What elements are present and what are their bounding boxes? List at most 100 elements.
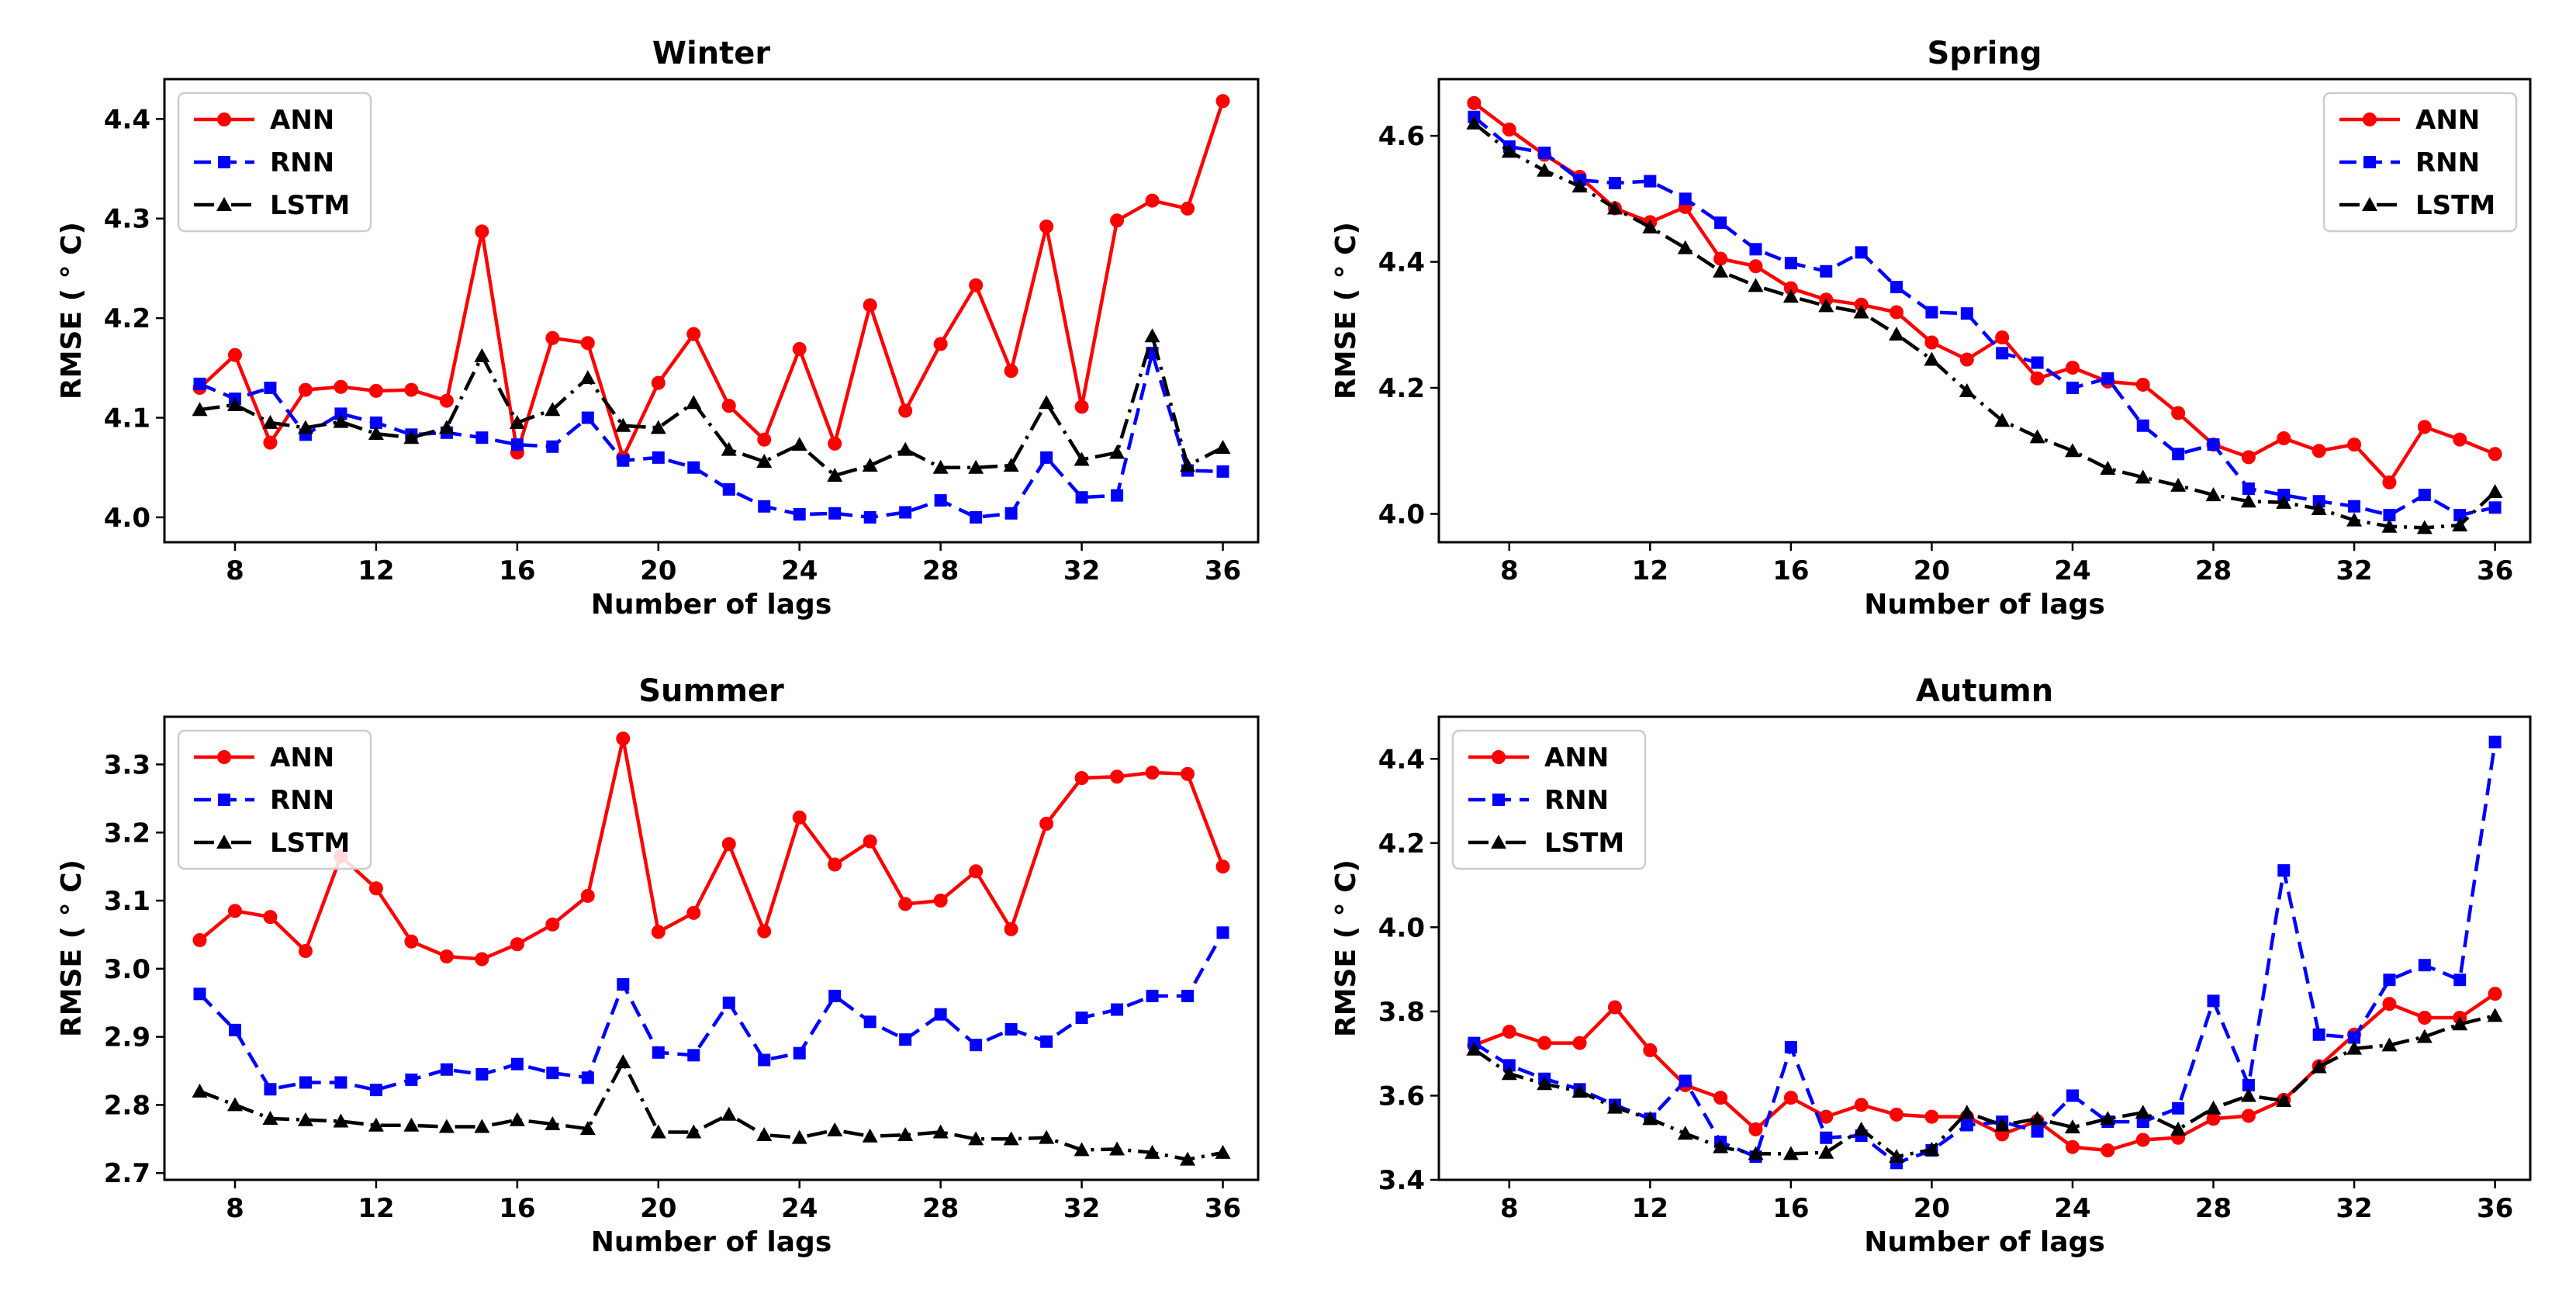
legend-marker-rnn [218, 156, 230, 168]
data-point-lstm [2100, 1111, 2116, 1126]
data-point-rnn [475, 1067, 489, 1081]
y-tick-label: 4.0 [104, 503, 150, 534]
data-point-rnn [405, 1073, 418, 1086]
data-point-ann [2382, 475, 2397, 489]
legend-marker-lstm [216, 835, 232, 849]
data-point-lstm [1537, 162, 1553, 177]
series-rnn [193, 926, 1229, 1097]
subplot-winter: Winter 8 12 16 20 24 28 32 36 4.0 4.1 4.2 4.3 4.4 Numb… [56, 36, 1260, 621]
data-point-lstm [2487, 484, 2503, 499]
data-point-rnn [2242, 482, 2255, 495]
legend: ANN RNN LSTM [2322, 92, 2518, 233]
subplot-spring: Spring 8 12 16 20 24 28 32 36 4.0 4.2 4.4 4.6 Number … [1330, 36, 2532, 621]
data-point-rnn [2207, 438, 2220, 451]
data-point-rnn [2488, 735, 2502, 749]
data-point-lstm [2452, 517, 2468, 532]
y-tick-label: 4.2 [1378, 828, 1425, 859]
data-point-lstm [686, 395, 702, 410]
data-point-lstm [791, 437, 807, 451]
data-point-ann [263, 435, 278, 450]
data-point-ann [792, 341, 807, 356]
data-point-lstm [2064, 1119, 2080, 1134]
series-line-rnn [199, 351, 1223, 520]
y-tick-label: 4.1 [104, 403, 150, 434]
data-point-ann [545, 330, 560, 345]
y-axis-label: RMSE ( ° C) [1330, 859, 1362, 1037]
data-point-ann [651, 375, 666, 390]
data-point-rnn [2383, 974, 2396, 987]
data-point-ann [298, 944, 313, 959]
data-point-lstm [1642, 219, 1658, 233]
data-point-lstm [2170, 1121, 2187, 1136]
axes-frame [1437, 715, 2532, 1181]
legend: ANN RNN LSTM [1451, 729, 1647, 870]
data-point-ann [2453, 432, 2467, 447]
data-point-rnn [440, 1063, 453, 1076]
legend-label-lstm: LSTM [2415, 190, 2495, 221]
data-point-lstm [756, 1127, 773, 1142]
series-line-ann [1473, 992, 2496, 1153]
y-axis-label: RMSE ( ° C) [1330, 222, 1362, 399]
data-point-ann [580, 888, 595, 903]
data-point-ann [263, 910, 278, 925]
data-point-rnn [2101, 372, 2114, 385]
data-point-rnn [546, 440, 559, 453]
data-point-lstm [1466, 1041, 1482, 1056]
data-point-rnn [2066, 1089, 2079, 1102]
data-point-ann [969, 278, 984, 292]
data-point-lstm [1853, 1121, 1869, 1136]
data-point-rnn [617, 454, 630, 467]
data-point-lstm [368, 1117, 384, 1132]
data-point-rnn [2383, 509, 2396, 522]
x-tick-label: 8 [1500, 555, 1519, 586]
legend: ANN RNN LSTM [177, 92, 372, 233]
data-point-lstm [968, 1131, 984, 1146]
data-point-ann [863, 298, 877, 313]
data-point-ann [933, 894, 948, 908]
data-point-rnn [2453, 509, 2467, 522]
data-point-lstm [1074, 451, 1090, 466]
data-point-lstm [1889, 1149, 1905, 1164]
data-point-ann [2311, 444, 2326, 458]
data-point-lstm [438, 420, 455, 434]
subplot-autumn: Autumn 8 12 16 20 24 28 32 36 3.4 3.6 3.8 4.0 4.2 4.4 N… [1330, 673, 2532, 1258]
data-point-ann [2065, 361, 2080, 375]
data-point-lstm [2311, 1059, 2327, 1074]
data-point-lstm [1039, 1129, 1055, 1144]
data-point-lstm [545, 1116, 561, 1131]
data-point-lstm [2170, 477, 2187, 492]
data-point-lstm [1677, 240, 1693, 254]
series-line-rnn [198, 932, 1225, 1092]
data-point-lstm [756, 454, 773, 469]
data-point-ann [475, 224, 489, 239]
data-point-lstm [1180, 458, 1196, 472]
x-tick-label: 12 [1632, 1193, 1668, 1224]
data-point-rnn [264, 1083, 277, 1096]
data-point-ann [404, 934, 419, 949]
x-tick-label: 24 [2054, 555, 2090, 586]
data-point-lstm [1889, 326, 1905, 341]
data-point-lstm [1924, 1141, 1940, 1156]
y-axis-label: RMSE ( ° C) [56, 859, 88, 1037]
data-point-ann [510, 937, 524, 952]
data-point-rnn [863, 510, 877, 524]
data-point-ann [2030, 371, 2045, 386]
legend-label-rnn: RNN [1544, 785, 1609, 816]
data-point-lstm [897, 441, 914, 456]
data-point-rnn [758, 500, 771, 513]
data-point-rnn [899, 1033, 912, 1046]
y-tick-label: 4.2 [104, 303, 150, 334]
series-line-lstm [199, 334, 1224, 478]
data-point-lstm [1144, 1144, 1160, 1159]
y-tick-label: 4.0 [1378, 912, 1425, 943]
data-point-ann [686, 905, 701, 920]
data-point-rnn [899, 506, 912, 519]
data-point-lstm [615, 1054, 631, 1069]
data-point-ann [2382, 997, 2397, 1012]
chart-title: Autumn [1916, 673, 2053, 709]
data-point-lstm [545, 402, 561, 417]
data-point-rnn [2172, 1102, 2185, 1115]
data-point-lstm [474, 1119, 490, 1133]
data-point-ann [969, 864, 984, 879]
